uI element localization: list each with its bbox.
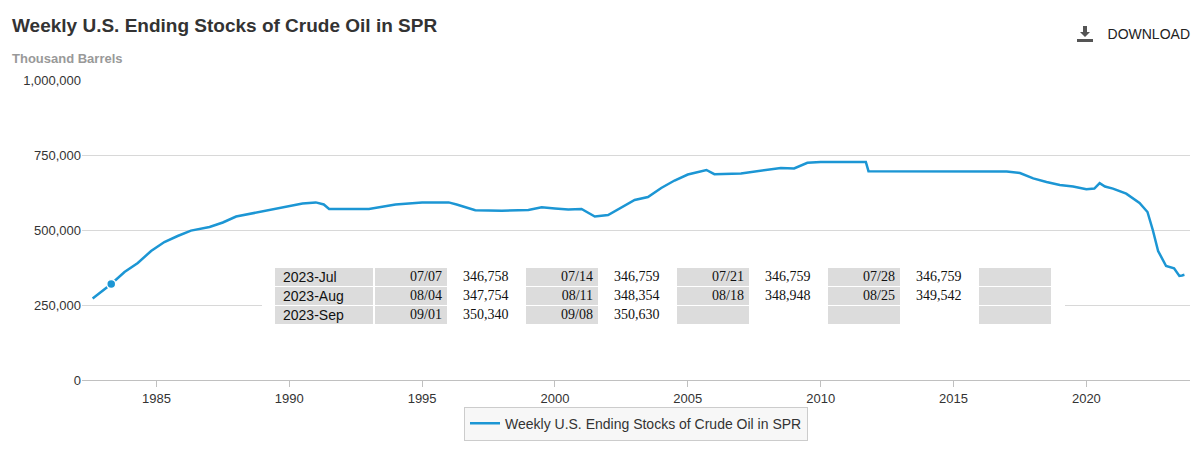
svg-text:2010: 2010 xyxy=(806,391,835,406)
html-text:DOWNLOAD: DOWNLOAD xyxy=(1107,26,1190,42)
html-text:348,354: 348,354 xyxy=(614,288,660,303)
svg-text:500,000: 500,000 xyxy=(34,223,81,238)
svg-text:1990: 1990 xyxy=(275,391,304,406)
html-text:08/04: 08/04 xyxy=(410,288,442,303)
svg-text:2015: 2015 xyxy=(939,391,968,406)
html-text:350,630: 350,630 xyxy=(614,307,660,322)
svg-text:2005: 2005 xyxy=(673,391,702,406)
html-text:07/14: 07/14 xyxy=(561,269,593,284)
html-text:2023-Sep: 2023-Sep xyxy=(283,307,344,323)
html-text:08/25: 08/25 xyxy=(863,288,895,303)
html-text:348,948: 348,948 xyxy=(765,288,811,303)
html-text:347,754: 347,754 xyxy=(463,288,509,303)
html-text:07/28: 07/28 xyxy=(863,269,895,284)
html-text:346,759: 346,759 xyxy=(765,269,811,284)
html-text:2023-Aug: 2023-Aug xyxy=(283,288,344,304)
html-text:Thousand Barrels: Thousand Barrels xyxy=(12,51,123,66)
html-text:07/21: 07/21 xyxy=(712,269,744,284)
svg-text:750,000: 750,000 xyxy=(34,148,81,163)
html-text:09/01: 09/01 xyxy=(410,307,442,322)
svg-text:250,000: 250,000 xyxy=(34,298,81,313)
svg-text:1995: 1995 xyxy=(408,391,437,406)
html-text:346,759: 346,759 xyxy=(916,269,962,284)
html-text:346,759: 346,759 xyxy=(614,269,660,284)
html-text:08/18: 08/18 xyxy=(712,288,744,303)
html-text:2023-Jul: 2023-Jul xyxy=(283,269,337,285)
html-text:09/08: 09/08 xyxy=(561,307,593,322)
html-text:07/07: 07/07 xyxy=(410,269,442,284)
html-text:Weekly U.S. Ending Stocks of C: Weekly U.S. Ending Stocks of Crude Oil i… xyxy=(12,15,438,36)
svg-text:2020: 2020 xyxy=(1072,391,1101,406)
html-text:346,758: 346,758 xyxy=(463,269,509,284)
svg-text:Weekly U.S. Ending Stocks of C: Weekly U.S. Ending Stocks of Crude Oil i… xyxy=(505,416,801,432)
svg-text:0: 0 xyxy=(74,373,81,388)
svg-text:1985: 1985 xyxy=(142,391,171,406)
svg-text:2000: 2000 xyxy=(540,391,569,406)
html-text:350,340: 350,340 xyxy=(463,307,509,322)
html-text:349,542: 349,542 xyxy=(916,288,962,303)
html-text:08/11: 08/11 xyxy=(561,288,593,303)
svg-text:1,000,000: 1,000,000 xyxy=(23,73,81,88)
